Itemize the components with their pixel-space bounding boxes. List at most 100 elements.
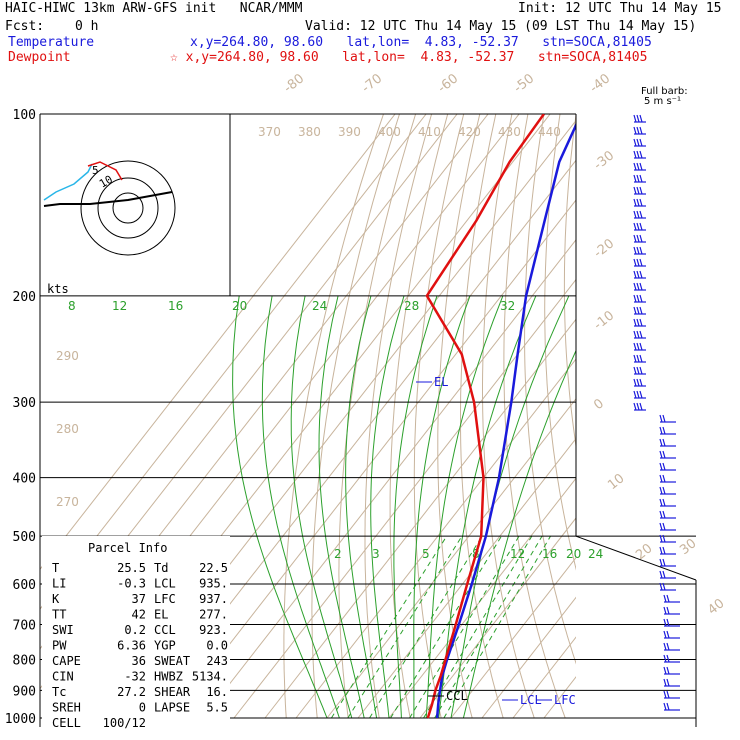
- theta-label: 420: [458, 125, 481, 139]
- dry-adiabat: [704, 114, 740, 718]
- theta-label: 270: [56, 495, 79, 509]
- hodograph-trace: [43, 191, 173, 207]
- parcel-row-label: K: [52, 592, 60, 606]
- parcel-row-value: 37: [132, 592, 146, 606]
- parcel-row-label: PW: [52, 639, 67, 653]
- pressure-tick-label: 300: [13, 396, 36, 411]
- mixing-ratio-label: 16: [168, 299, 183, 313]
- wind-barb-flag: [662, 426, 666, 435]
- pressure-tick-label: 1000: [5, 712, 36, 727]
- wind-barb-flag: [633, 138, 637, 147]
- pressure-tick-label: 400: [13, 472, 36, 487]
- wind-barb-flag: [633, 342, 637, 351]
- wind-barb-flag: [662, 522, 666, 531]
- parcel-row-value: 0: [139, 701, 146, 715]
- barb-legend-title: Full barb:: [641, 86, 688, 97]
- mixing-ratio-label: 5: [422, 547, 430, 561]
- theta-label: 410: [418, 125, 441, 139]
- wind-barb-flag: [639, 114, 643, 123]
- wind-barb-flag: [659, 546, 663, 555]
- parcel-row-value: 6.36: [117, 639, 146, 653]
- parcel-row-label: CELL: [52, 716, 81, 730]
- annotation-label: LCL: [520, 693, 542, 707]
- wind-barb-flag: [662, 474, 666, 483]
- wind-barb-flag: [633, 366, 637, 375]
- dry-adiabat: [721, 114, 740, 718]
- wind-barb-flag: [633, 294, 637, 303]
- dry-adiabat: [364, 114, 433, 719]
- annotation-label: LFC: [554, 693, 576, 707]
- wind-barb-flag: [633, 246, 637, 255]
- wind-barb-flag: [666, 630, 670, 639]
- parcel-row-label-right: HWBZ: [154, 670, 183, 684]
- pressure-tick-label: 500: [13, 530, 36, 545]
- wind-barb-flag: [662, 510, 666, 519]
- wind-barb-flag: [636, 402, 640, 411]
- mixing-ratio-label: 24: [312, 299, 327, 313]
- wind-barb-flag: [633, 378, 637, 387]
- moist-adiabat: [462, 349, 576, 719]
- barb-legend-units: 5 m s⁻¹: [644, 96, 681, 107]
- isotherm-label: -20: [591, 236, 617, 261]
- wind-barb-flag: [633, 354, 637, 363]
- wind-barb-flag: [639, 342, 643, 351]
- parcel-row-value-right: 5.5: [206, 701, 228, 715]
- wind-barb-flag: [666, 654, 670, 663]
- dewpoint-line: [425, 114, 545, 719]
- chart-title: HAIC-HIWC 13km ARW-GFS init NCAR/MMM: [5, 1, 303, 16]
- parcel-row-label: SREH: [52, 701, 81, 715]
- mixing-ratio-label: 24: [588, 547, 603, 561]
- wind-barb-flag: [639, 138, 643, 147]
- init-time: Init: 12 UTC Thu 14 May 15: [518, 1, 722, 16]
- wind-barb-flag: [659, 570, 663, 579]
- wind-barb-flag: [633, 198, 637, 207]
- wind-barb-flag: [636, 114, 640, 123]
- parcel-row-label: Tc: [52, 685, 66, 699]
- isotherm-line: [40, 114, 396, 571]
- dewpoint-location-info: ☆ x,y=264.80, 98.60 lat,lon= 4.83, -52.3…: [170, 50, 648, 65]
- parcel-row-label: CAPE: [52, 654, 81, 668]
- dry-adiabat: [655, 114, 740, 718]
- pressure-tick-label: 700: [13, 618, 36, 633]
- plot-frame-slant: [575, 535, 697, 581]
- parcel-row-value-right: 5134.: [192, 670, 228, 684]
- wind-barb-flag: [636, 174, 640, 183]
- wind-barb-flag: [636, 318, 640, 327]
- dry-adiabat: [584, 114, 690, 718]
- wind-barb-flag: [639, 378, 643, 387]
- parcel-row-value-right: 22.5: [199, 561, 228, 575]
- parcel-row-label: LI: [52, 577, 66, 591]
- parcel-row-label: CIN: [52, 670, 74, 684]
- parcel-row-label-right: SHEAR: [154, 685, 191, 699]
- pressure-tick-label: 900: [13, 684, 36, 699]
- wind-barb-flag: [639, 174, 643, 183]
- mixing-ratio-label: 20: [566, 547, 581, 561]
- isotherm-line: [40, 114, 427, 610]
- isotherm-line: [419, 517, 576, 719]
- wind-barb-flag: [639, 126, 643, 135]
- wind-barb-flag: [639, 210, 643, 219]
- mixing-ratio-label: 3: [372, 547, 380, 561]
- pressure-tick-label: 100: [13, 108, 36, 123]
- isotherm-line: [388, 477, 576, 719]
- wind-barb-flag: [636, 282, 640, 291]
- wind-barb-flag: [663, 618, 667, 627]
- parcel-row-value: 25.5: [117, 561, 146, 575]
- hodograph-ring-label: 5: [92, 164, 99, 177]
- parcel-row-label: T: [52, 561, 59, 575]
- wind-barb-flag: [666, 690, 670, 699]
- wind-barb-flag: [633, 258, 637, 267]
- pressure-tick-label: 200: [13, 290, 36, 305]
- wind-barb-flag: [639, 282, 643, 291]
- parcel-row-value: 42: [132, 608, 146, 622]
- wind-barb-flag: [663, 594, 667, 603]
- wind-barb-flag: [636, 162, 640, 171]
- wind-barb-flag: [662, 438, 666, 447]
- wind-barb-flag: [633, 150, 637, 159]
- wind-barb-flag: [633, 222, 637, 231]
- parcel-row-label: TT: [52, 608, 66, 622]
- wind-barb-flag: [636, 222, 640, 231]
- hodograph-units: kts: [47, 282, 69, 296]
- valid-time: Valid: 12 UTC Thu 14 May 15 (09 LST Thu …: [305, 19, 697, 34]
